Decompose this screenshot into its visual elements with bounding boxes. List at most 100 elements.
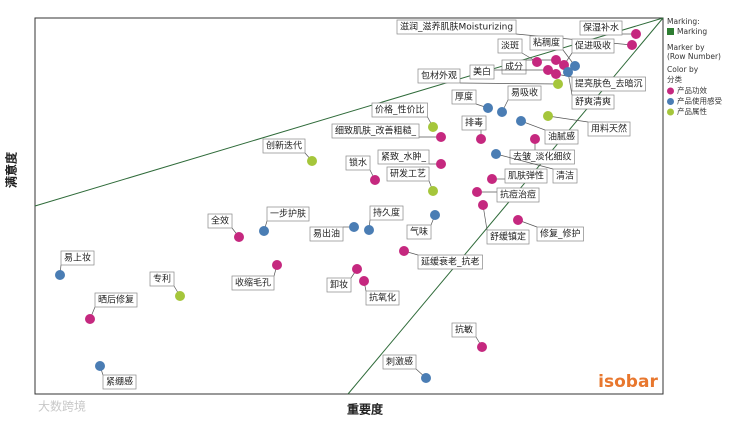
label-box (309, 226, 344, 242)
legend-marker (667, 87, 674, 95)
point (627, 40, 637, 50)
point-label: 气味 (410, 226, 428, 238)
point-label: 细致肌肤_改善粗糙_ (335, 125, 417, 137)
point (359, 276, 369, 286)
label-box (326, 277, 352, 293)
label-box (377, 149, 430, 165)
label-box (262, 138, 306, 154)
label-box (417, 68, 461, 84)
label-box (207, 213, 233, 229)
point (307, 156, 317, 166)
label-box (94, 292, 138, 308)
point-label: 修复_修护 (540, 228, 581, 240)
label-box (504, 168, 548, 184)
point (477, 342, 487, 352)
point-label: 一步护肤 (270, 208, 306, 220)
label-box (571, 38, 615, 54)
point-label: 滋润_滋养肌肤Moisturizing (400, 21, 513, 33)
point-label: 抗痘治痘 (500, 189, 536, 201)
point-label: 全效 (211, 215, 229, 227)
point (175, 291, 185, 301)
label-box (369, 205, 404, 221)
label-box (231, 275, 275, 291)
label-box (149, 271, 175, 287)
label-box (579, 20, 623, 36)
point (55, 270, 65, 280)
label-box (486, 229, 530, 245)
point-label: 用料天然 (591, 123, 627, 135)
point-label: 紧绷感 (106, 376, 133, 388)
label-box (469, 64, 495, 80)
label-box (417, 254, 483, 270)
point (85, 314, 95, 324)
label-box (509, 149, 575, 165)
label-box (60, 250, 95, 266)
label-box (497, 38, 523, 54)
point (553, 79, 563, 89)
point-label: 晒后修复 (98, 294, 134, 306)
point (563, 67, 573, 77)
point-label: 油腻感 (548, 131, 575, 143)
point-label: 研发工艺 (390, 168, 426, 180)
point-label: 舒爽清爽 (575, 96, 611, 108)
label-box (536, 226, 584, 242)
leader-line (495, 153, 554, 170)
point (421, 373, 431, 383)
point (349, 222, 359, 232)
point (483, 103, 493, 113)
label-box (461, 115, 487, 131)
brand-watermark: isobar (598, 372, 658, 392)
legend-label: 产品使用感受 (677, 96, 722, 106)
legend-text: (Row Number) (667, 52, 721, 61)
point-label: 成分 (505, 61, 523, 73)
point-label: 促进吸收 (575, 40, 611, 52)
point-label: 保湿补水 (583, 22, 619, 34)
point (430, 210, 440, 220)
label-box (451, 322, 477, 338)
label-box (451, 89, 477, 105)
point (234, 232, 244, 242)
legend-text: Marking (677, 27, 707, 36)
leader-line (460, 82, 559, 85)
point-label: 排毒 (465, 117, 483, 129)
point-label: 舒缓镇定 (490, 231, 526, 243)
leader-line (547, 115, 589, 123)
label-box (396, 19, 517, 35)
point-label: 淡斑 (501, 40, 519, 52)
point (497, 107, 507, 117)
point (436, 132, 446, 142)
label-box (587, 121, 631, 137)
point (530, 134, 540, 144)
point-label: 锁水 (349, 157, 367, 169)
point-label: 刺激感 (386, 356, 413, 368)
point-label: 提亮肤色_去暗沉 (575, 78, 643, 90)
point-label: 收缩毛孔 (235, 277, 271, 289)
label-box (386, 166, 430, 182)
point-label: 持久度 (373, 207, 400, 219)
x-axis-title: 重要度 (347, 402, 384, 417)
label-box (529, 35, 564, 51)
point (532, 57, 542, 67)
point-label: 创新迭代 (266, 140, 302, 152)
label-box (331, 123, 420, 139)
legend-swatch (667, 28, 674, 35)
point (543, 111, 553, 121)
legend-heading: Marking: (667, 17, 700, 26)
label-box (571, 94, 615, 110)
point (551, 55, 561, 65)
point (370, 175, 380, 185)
point (259, 226, 269, 236)
legend-text: 分类 (667, 74, 682, 84)
point-label: 易出油 (313, 228, 340, 240)
point-label: 粘稠度 (533, 37, 560, 49)
label-box (507, 85, 542, 101)
label-box (544, 129, 579, 145)
point (487, 174, 497, 184)
legend-marker (667, 108, 674, 116)
point (364, 225, 374, 235)
legend-heading: Color by (667, 65, 699, 74)
point-label: 延缓衰老_抗老 (421, 256, 480, 268)
point-label: 抗敏 (455, 324, 473, 336)
point (436, 159, 446, 169)
